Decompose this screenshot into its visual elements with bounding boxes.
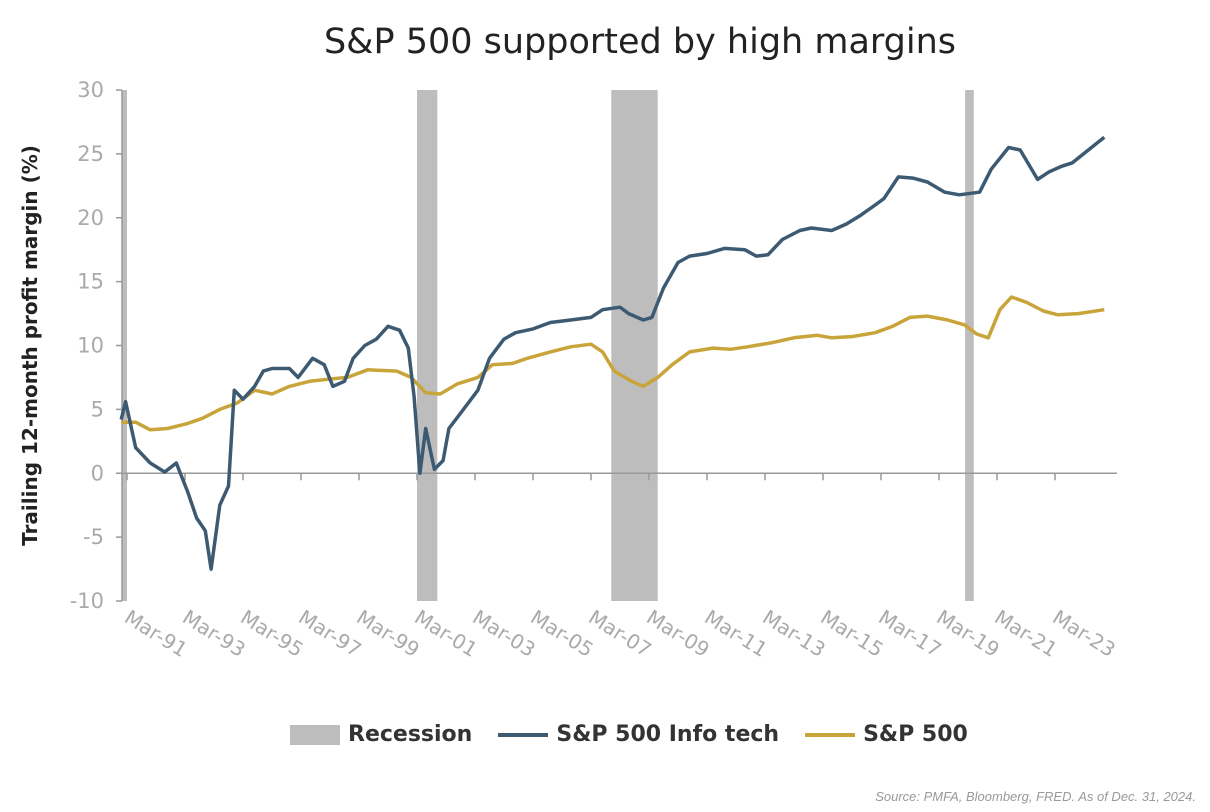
x-tick-label: Mar-93 <box>178 605 249 662</box>
y-axis-label: Trailing 12-month profit margin (%) <box>18 145 42 546</box>
legend-item-recession: Recession <box>290 722 472 747</box>
x-tick-label: Mar-99 <box>352 605 423 662</box>
x-tick-label: Mar-01 <box>410 605 481 662</box>
x-tick-label: Mar-95 <box>236 605 307 662</box>
x-tick-label: Mar-91 <box>120 605 191 662</box>
x-tick-label: Mar-21 <box>990 605 1061 662</box>
series-line-info-tech <box>119 135 1106 571</box>
y-tick-label: 0 <box>91 461 104 485</box>
x-tick-label: Mar-15 <box>816 605 887 662</box>
legend-item-sp500: S&P 500 <box>805 722 968 747</box>
x-tick-label: Mar-07 <box>584 605 655 662</box>
x-tick-label: Mar-09 <box>642 605 713 662</box>
x-tick-label: Mar-17 <box>874 605 945 662</box>
x-tick-label: Mar-03 <box>468 605 539 662</box>
y-tick-label: 15 <box>77 270 104 294</box>
legend-label-recession: Recession <box>348 722 473 747</box>
x-tick-label: Mar-05 <box>526 605 597 662</box>
chart-title: S&P 500 supported by high margins <box>323 22 957 62</box>
recession-bar <box>965 90 974 601</box>
legend-swatch-recession <box>290 724 340 745</box>
recession-bar <box>122 90 127 601</box>
y-tick-label: 30 <box>77 78 104 102</box>
legend-swatch-sp500 <box>805 732 856 737</box>
y-tick-label: 25 <box>77 142 104 166</box>
legend-label-info-tech: S&P 500 Info tech <box>556 722 780 747</box>
x-tick-label: Mar-19 <box>932 605 1003 662</box>
x-tick-label: Mar-23 <box>1048 605 1119 662</box>
recession-bar <box>611 90 658 601</box>
legend-label-sp500: S&P 500 <box>863 722 968 747</box>
x-tick-label: Mar-13 <box>758 605 829 662</box>
y-tick-label: -5 <box>83 525 104 549</box>
y-tick-label: 10 <box>77 334 104 358</box>
y-tick-label: -10 <box>70 589 104 613</box>
y-tick-label: 5 <box>91 397 104 421</box>
legend-swatch-info-tech <box>498 732 549 737</box>
legend-item-info-tech: S&P 500 Info tech <box>498 722 779 747</box>
x-tick-label: Mar-97 <box>294 605 365 662</box>
y-tick-label: 20 <box>77 206 104 230</box>
recession-bar <box>417 90 438 601</box>
series-line-sp500 <box>121 295 1105 432</box>
x-tick-label: Mar-11 <box>700 605 771 662</box>
legend: Recession S&P 500 Info tech S&P 500 <box>290 722 968 747</box>
source-note: Source: PMFA, Bloomberg, FRED. As of Dec… <box>875 789 1196 804</box>
